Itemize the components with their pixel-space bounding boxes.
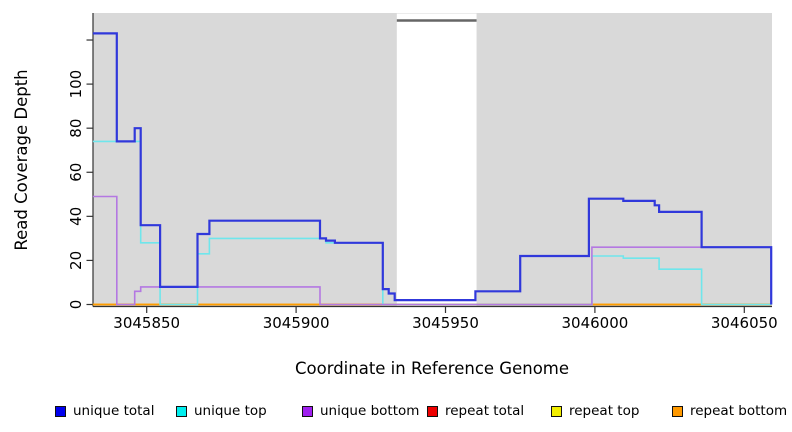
unique-top-swatch-icon bbox=[176, 405, 187, 417]
x-tick-label: 3046050 bbox=[711, 314, 778, 332]
y-tick-label: 80 bbox=[67, 119, 85, 138]
legend-item-unique-top: unique top bbox=[176, 403, 267, 419]
series-path-unique-total bbox=[92, 32, 773, 305]
x-tick-label: 3045850 bbox=[113, 314, 180, 332]
y-tick-label: 20 bbox=[67, 251, 85, 270]
masked-region-group bbox=[396, 13, 477, 306]
axis-ticks-group: 3045850 3045900 3045950 3046000 3046050 0 20 40… bbox=[67, 39, 778, 332]
y-tick-label: 100 bbox=[67, 70, 85, 99]
series-path-unique-bottom bbox=[92, 195, 772, 306]
unique-bottom-swatch-icon bbox=[302, 405, 313, 417]
legend-item-unique-total: unique total bbox=[55, 403, 154, 419]
legend-label: unique bottom bbox=[320, 403, 420, 419]
y-tick-label: 60 bbox=[67, 163, 85, 182]
unique-total-swatch-icon bbox=[55, 405, 66, 417]
repeat-total-swatch-icon bbox=[427, 405, 438, 417]
legend-label: repeat top bbox=[569, 403, 640, 419]
y-tick-label: 0 bbox=[67, 300, 85, 310]
legend-item-repeat-bottom: repeat bottom bbox=[672, 403, 787, 419]
chart-canvas: 3045850 3045900 3045950 3046000 3046050 0 20 40… bbox=[12, 13, 778, 378]
legend-label: repeat total bbox=[445, 403, 525, 419]
legend-label: unique total bbox=[73, 403, 155, 419]
y-tick-label: 40 bbox=[67, 207, 85, 226]
series-group bbox=[92, 32, 773, 306]
legend-item-unique-bottom: unique bottom bbox=[302, 403, 419, 419]
x-axis-title: Coordinate in Reference Genome bbox=[295, 359, 569, 378]
repeat-top-swatch-icon bbox=[551, 405, 562, 417]
masked-region bbox=[396, 13, 477, 306]
legend-label: repeat bottom bbox=[690, 403, 788, 419]
repeat-bottom-swatch-icon bbox=[672, 405, 683, 417]
x-tick-label: 3046000 bbox=[561, 314, 628, 332]
legend-item-repeat-total: repeat total bbox=[427, 403, 524, 419]
legend-label: unique top bbox=[194, 403, 267, 419]
x-tick-label: 3045900 bbox=[263, 314, 330, 332]
y-axis-title: Read Coverage Depth bbox=[12, 69, 31, 250]
x-tick-label: 3045950 bbox=[412, 314, 479, 332]
legend-item-repeat-top: repeat top bbox=[551, 403, 639, 419]
